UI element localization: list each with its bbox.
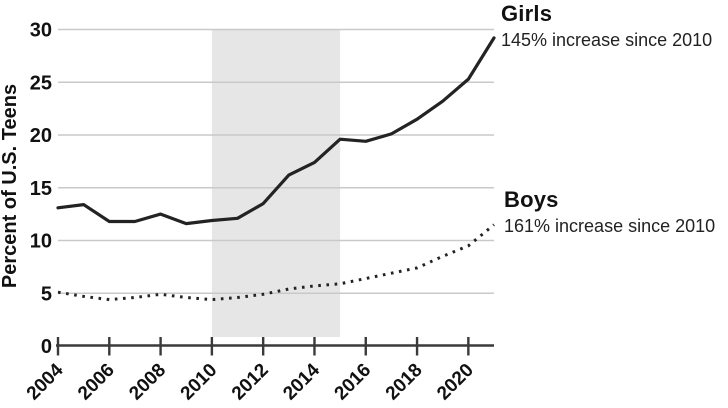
girls-data-line [56,36,496,226]
y-tick-label-0: 0 [41,336,52,358]
x-tick-label-2012: 2012 [228,360,273,405]
boys-series-annotation: 161% increase since 2010 [504,216,716,236]
x-tick-label-2018: 2018 [382,360,427,405]
boys-series-label: Boys [504,187,559,212]
x-tick-label-2006: 2006 [74,360,119,405]
x-tick-label-2016: 2016 [331,360,376,405]
y-axis-title: Percent of U.S. Teens [0,84,21,288]
girls-series-annotation: 145% increase since 2010 [501,30,713,50]
y-tick-label-25: 25 [30,72,52,94]
girls-series-label: Girls [501,1,553,26]
y-tick-label-10: 10 [30,231,52,253]
x-tick-label-2010: 2010 [177,360,222,405]
y-tick-label-15: 15 [30,178,52,200]
y-tick-label-20: 20 [30,125,52,147]
shaded-region-2010-2015 [211,29,341,337]
x-tick-label-2020: 2020 [433,360,478,405]
x-tick-label-2008: 2008 [125,360,170,405]
x-tick-label-2014: 2014 [279,359,324,404]
y-tick-label-5: 5 [41,283,52,305]
x-tick-label-2004: 2004 [23,359,68,404]
y-tick-label-30: 30 [30,20,52,42]
